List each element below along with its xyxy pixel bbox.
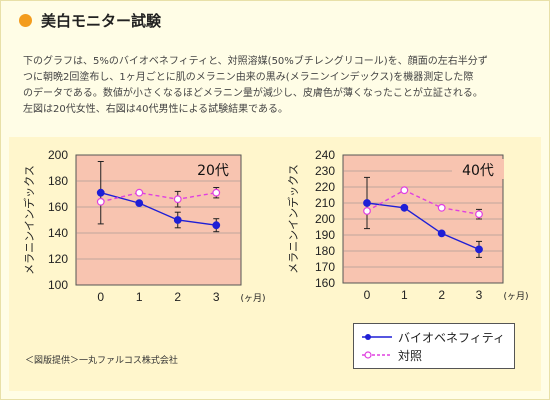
data-point [96,197,105,206]
y-tick-label: 240 [315,148,335,162]
y-tick-label: 230 [315,164,335,178]
x-tick-label: 1 [136,290,143,304]
panel-label: 40代 [462,163,494,179]
data-point [475,245,483,254]
y-tick-label: 160 [48,200,68,214]
x-tick-label: 0 [97,290,104,304]
y-tick-label: 100 [48,278,68,292]
x-tick-label: 1 [401,288,408,302]
legend: バイオベネフィティ 対照 [353,323,515,369]
panel-label-background [452,159,504,179]
data-point [96,188,105,197]
y-axis-label: メラニンインデックス [22,165,36,275]
data-point [135,188,144,197]
x-axis-label: (ヶ月) [240,293,265,304]
chart-panel: 160 170 180 190 200 210 220 230 240 0 1 2 3 (ヶ月) メラニンイ… [286,148,529,302]
y-tick-label: 200 [315,212,335,226]
legend-label: 対照 [398,348,423,363]
y-tick-label: 190 [315,228,335,242]
description-line: のデータである。数値が小さくなるほどメラニン量が減少し、皮膚色が薄くなったことが… [23,88,483,99]
series-line [366,202,480,251]
description-line: 下のグラフは、5%のバイオベネフィティと、対照溶媒(50%ブチレングリコール)を… [23,56,488,67]
y-tick-label: 140 [48,226,68,240]
description-line: 左図は20代女性、右図は40代男性による試験結果である。 [23,104,289,115]
y-tick-label: 120 [48,252,68,266]
data-point [363,199,371,207]
image-credit: ＜図版提供＞一丸ファルコス株式会社 [25,356,178,366]
title-bullet-icon [19,14,32,27]
data-point [212,188,221,197]
y-tick-label: 180 [315,244,335,258]
y-tick-label: 160 [315,276,335,290]
description-line: つに朝晩2回塗布し、1ヶ月ごとに肌のメラニン由来の黒み(メラニンインデックス)を… [23,72,474,83]
y-axis-label: メラニンインデックス [286,164,300,274]
y-tick-label: 170 [315,260,335,274]
legend-swatch-icon [362,334,392,340]
x-tick-label: 0 [364,288,371,302]
legend-item: バイオベネフィティ [360,328,505,346]
series-line [100,192,217,226]
data-point [437,229,446,238]
panel-label: 20代 [197,163,229,179]
panel-label-background [187,159,239,179]
data-point [400,186,409,195]
data-point [475,210,483,219]
y-tick-label: 180 [48,174,68,188]
x-tick-label: 2 [174,290,181,304]
page-title: 美白モニター試験 [41,12,162,30]
legend-item: 対照 [360,346,422,364]
x-tick-label: 3 [213,290,220,304]
y-tick-label: 220 [315,180,335,194]
data-point [173,216,182,224]
data-point [363,207,371,215]
y-tick-label: 210 [315,196,335,210]
chart-panel: 100 120 140 160 180 200 0 1 2 3 (ヶ月) メラニンインデックス 20代 [22,148,266,304]
data-point [135,199,144,208]
y-tick-label: 200 [48,148,68,162]
data-point [400,203,409,212]
legend-label: バイオベネフィティ [398,330,506,345]
data-point [173,195,182,204]
data-point [437,203,446,212]
series-line [100,191,217,203]
x-tick-label: 3 [476,288,483,302]
legend-swatch-icon [362,351,392,359]
description: 下のグラフは、5%のバイオベネフィティと、対照溶媒(50%ブチレングリコール)を… [23,54,533,118]
x-tick-label: 2 [438,288,445,302]
series-line [366,189,480,215]
x-axis-label: (ヶ月) [503,291,528,302]
data-point [212,221,221,230]
